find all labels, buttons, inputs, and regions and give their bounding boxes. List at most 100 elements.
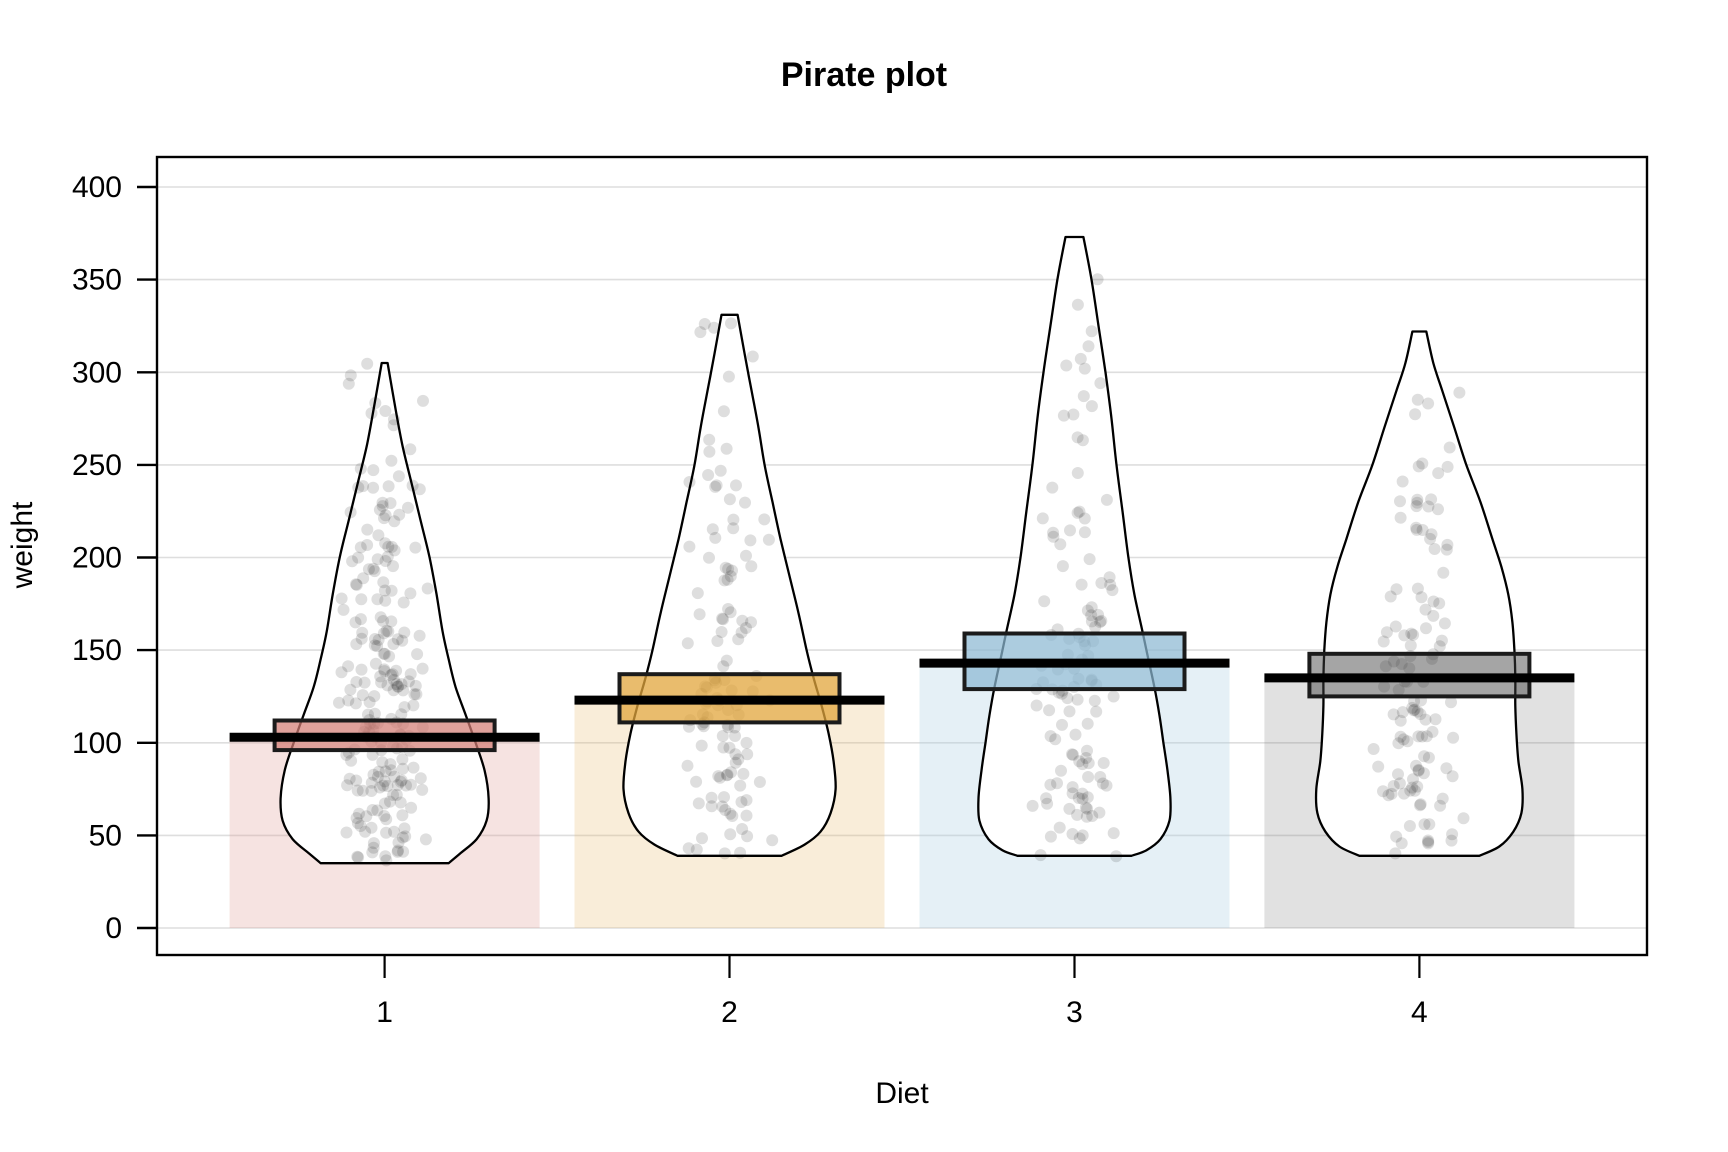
data-point	[1091, 273, 1104, 286]
data-point	[356, 784, 369, 797]
x-tick-label-4: 4	[1411, 996, 1428, 1029]
data-point	[371, 770, 384, 783]
data-point	[344, 369, 357, 382]
data-point	[1411, 705, 1424, 718]
data-point	[1095, 614, 1108, 627]
data-point	[728, 721, 741, 734]
data-point	[1446, 828, 1459, 841]
data-point	[705, 800, 718, 813]
data-point	[691, 587, 704, 600]
data-point	[378, 797, 391, 810]
data-point	[350, 774, 363, 787]
data-point	[720, 654, 733, 667]
data-point	[344, 506, 357, 519]
data-point	[406, 479, 419, 492]
data-point	[721, 768, 734, 781]
violin-diet-3	[977, 235, 1172, 857]
data-point	[378, 665, 391, 678]
data-point	[1081, 802, 1094, 815]
data-point	[1081, 717, 1094, 730]
data-point	[735, 796, 748, 808]
data-point	[356, 626, 369, 639]
data-point	[724, 606, 737, 619]
data-point	[388, 413, 400, 426]
data-point	[1064, 524, 1076, 537]
data-point	[723, 741, 736, 754]
data-point	[719, 561, 732, 574]
data-point	[1389, 847, 1402, 860]
data-point	[355, 663, 368, 676]
data-point	[356, 689, 369, 702]
data-point	[361, 539, 374, 551]
data-point	[1398, 787, 1410, 800]
data-point	[345, 754, 358, 767]
data-point	[379, 555, 392, 567]
data-point	[1051, 777, 1063, 790]
data-point	[367, 837, 380, 850]
data-point	[380, 854, 393, 867]
data-point	[1044, 730, 1057, 743]
data-point	[416, 662, 429, 675]
data-point	[396, 634, 409, 647]
data-point	[1406, 701, 1419, 714]
data-point	[367, 768, 380, 781]
data-point	[1392, 768, 1404, 781]
data-point	[386, 668, 399, 681]
data-point	[1415, 591, 1428, 604]
data-point	[1411, 496, 1424, 509]
data-point	[702, 469, 715, 481]
data-point	[690, 775, 703, 788]
data-point	[694, 326, 707, 339]
data-point	[1394, 511, 1407, 524]
data-point	[735, 626, 748, 639]
data-point	[377, 627, 390, 640]
data-point	[740, 622, 752, 634]
data-point	[724, 807, 737, 820]
data-point	[368, 690, 381, 703]
data-point	[365, 785, 378, 797]
data-point	[1437, 566, 1450, 579]
data-point	[357, 572, 370, 585]
data-point	[419, 833, 432, 846]
data-point	[1384, 590, 1397, 603]
data-point	[396, 831, 409, 844]
data-point	[1036, 512, 1049, 525]
data-point	[732, 753, 745, 766]
data-point	[387, 789, 400, 801]
data-point	[716, 612, 729, 625]
data-point	[723, 493, 736, 506]
data-point	[1418, 818, 1431, 831]
data-point	[365, 776, 378, 789]
y-tick-label-200: 200	[72, 542, 122, 575]
data-point	[1073, 755, 1086, 768]
data-point	[1379, 660, 1392, 673]
data-point	[718, 847, 731, 860]
data-point	[1081, 791, 1094, 804]
data-point	[395, 774, 408, 787]
data-point	[1088, 694, 1101, 707]
data-point	[372, 529, 385, 542]
data-point	[732, 633, 745, 646]
data-point	[404, 443, 417, 456]
data-point	[1425, 493, 1438, 506]
data-point	[390, 664, 403, 677]
data-point	[387, 673, 400, 686]
data-point	[392, 836, 405, 849]
data-point	[1436, 792, 1449, 805]
data-point	[703, 445, 716, 458]
data-point	[1094, 771, 1107, 783]
data-point	[1076, 758, 1089, 771]
data-point	[371, 804, 384, 817]
data-point	[398, 822, 411, 835]
data-point	[1445, 696, 1457, 709]
data-point	[726, 564, 738, 577]
data-point	[1438, 617, 1451, 630]
y-tick-label-0: 0	[105, 912, 122, 945]
data-point	[729, 748, 742, 761]
data-point	[1063, 705, 1076, 718]
y-tick-label-300: 300	[72, 356, 122, 389]
data-point	[714, 771, 727, 784]
data-point	[1433, 597, 1446, 610]
data-point	[350, 578, 362, 591]
y-tick-label-350: 350	[72, 264, 122, 297]
